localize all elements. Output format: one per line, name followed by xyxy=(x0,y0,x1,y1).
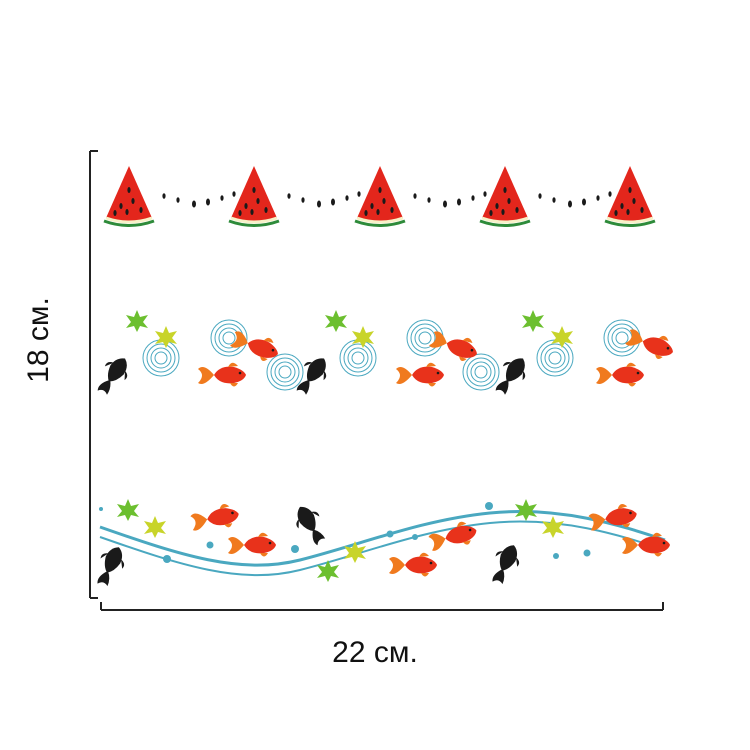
black-koi-icon xyxy=(89,542,131,591)
watermelon-seed-icon xyxy=(538,191,612,208)
ripple-icon xyxy=(266,353,304,391)
maple-leaf-icon xyxy=(551,326,573,348)
black-koi-icon xyxy=(484,540,526,589)
koi-wave-row xyxy=(89,499,670,591)
ripple-icon xyxy=(142,339,180,377)
ripple-icon xyxy=(462,353,500,391)
maple-leaf-icon xyxy=(515,499,537,521)
goldfish-icon xyxy=(596,362,644,387)
watermelon-seed-icon xyxy=(287,191,361,208)
goldfish-icon xyxy=(396,362,444,387)
maple-leaf-icon xyxy=(522,310,544,332)
maple-leaf-icon xyxy=(117,499,139,521)
maple-leaf-icon xyxy=(542,516,564,538)
maple-leaf-icon xyxy=(126,310,148,332)
watermelon-seed-icon xyxy=(413,191,487,208)
goldfish-icon xyxy=(228,532,276,557)
goldfish-icon xyxy=(427,326,482,365)
watermelon-row xyxy=(102,164,657,227)
goldfish-icon xyxy=(228,326,283,365)
watermelon-slice-icon xyxy=(478,164,532,227)
ripple-icon xyxy=(536,339,574,377)
goldfish-icon xyxy=(189,501,241,534)
black-koi-icon xyxy=(488,351,534,401)
height-ruler xyxy=(89,150,98,599)
goldfish-icon xyxy=(622,532,670,557)
goldfish-icon xyxy=(426,518,480,554)
width-ruler xyxy=(100,602,664,611)
maple-leaf-icon xyxy=(144,516,166,538)
koi-ripple-row xyxy=(90,310,678,401)
bubble-icon xyxy=(99,502,591,563)
watermelon-slice-icon xyxy=(102,164,156,227)
goldfish-icon xyxy=(623,324,678,363)
height-dimension-label: 18 см. xyxy=(22,297,55,383)
maple-leaf-icon xyxy=(317,560,339,582)
black-koi-icon xyxy=(90,351,136,401)
goldfish-icon xyxy=(389,552,437,577)
ripple-icon xyxy=(339,339,377,377)
wave-icon xyxy=(99,510,666,567)
goldfish-icon xyxy=(198,362,246,387)
watermelon-slice-icon xyxy=(603,164,657,227)
watermelon-slice-icon xyxy=(353,164,407,227)
watermelon-seed-icon xyxy=(162,191,236,208)
width-dimension-label: 22 см. xyxy=(332,636,418,669)
black-koi-icon xyxy=(289,500,332,550)
watermelon-slice-icon xyxy=(227,164,281,227)
maple-leaf-icon xyxy=(325,310,347,332)
